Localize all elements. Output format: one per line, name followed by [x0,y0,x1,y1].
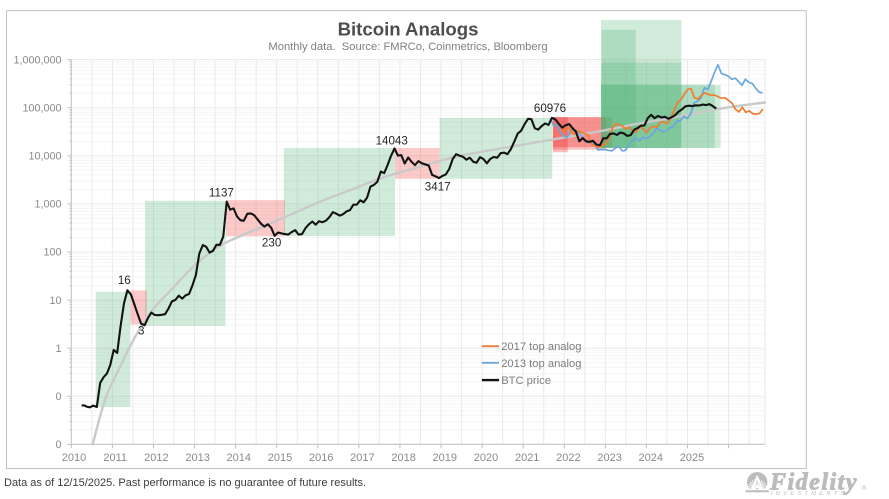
svg-text:2016: 2016 [309,452,333,464]
svg-text:3: 3 [138,325,144,338]
svg-text:®: ® [862,484,867,492]
svg-text:10: 10 [49,295,61,307]
svg-text:2015: 2015 [268,452,292,464]
svg-text:Data as of 12/15/2025. Past pe: Data as of 12/15/2025. Past performance … [4,477,366,489]
svg-text:3417: 3417 [425,180,451,193]
svg-text:2020: 2020 [474,452,498,464]
svg-text:1,000,000: 1,000,000 [13,54,61,66]
svg-text:2017 top analog: 2017 top analog [501,341,581,353]
svg-text:2022: 2022 [556,452,580,464]
svg-text:10,000: 10,000 [28,151,61,163]
svg-text:2018: 2018 [391,452,415,464]
svg-text:1137: 1137 [209,187,234,200]
svg-text:100: 100 [43,247,61,259]
svg-text:1: 1 [55,343,61,355]
svg-text:INVESTMENTS: INVESTMENTS [771,491,847,497]
svg-text:2013: 2013 [185,452,209,464]
svg-text:2024: 2024 [639,452,663,464]
svg-text:Monthly data. Source: FMRCo,: Monthly data. Source: FMRCo, Coinmetrics… [268,41,547,53]
svg-text:Bitcoin Analogs: Bitcoin Analogs [338,19,479,40]
svg-text:14043: 14043 [376,135,408,148]
svg-text:230: 230 [262,237,281,250]
svg-text:0: 0 [55,439,61,451]
svg-text:2023: 2023 [597,452,621,464]
svg-text:2012: 2012 [144,452,168,464]
svg-text:2019: 2019 [433,452,457,464]
svg-text:60976: 60976 [534,102,566,115]
svg-text:16: 16 [118,274,131,287]
svg-text:0: 0 [55,391,61,403]
svg-text:2011: 2011 [103,452,127,464]
svg-text:2025: 2025 [680,452,704,464]
svg-text:2017: 2017 [350,452,374,464]
svg-text:1,000: 1,000 [34,199,61,211]
svg-text:2013 top analog: 2013 top analog [501,358,581,370]
svg-text:2021: 2021 [515,452,539,464]
svg-text:BTC price: BTC price [501,375,551,387]
svg-text:2010: 2010 [62,452,86,464]
svg-text:Fidelity: Fidelity [769,470,858,496]
svg-text:100,000: 100,000 [22,102,61,114]
svg-text:2014: 2014 [227,452,251,464]
